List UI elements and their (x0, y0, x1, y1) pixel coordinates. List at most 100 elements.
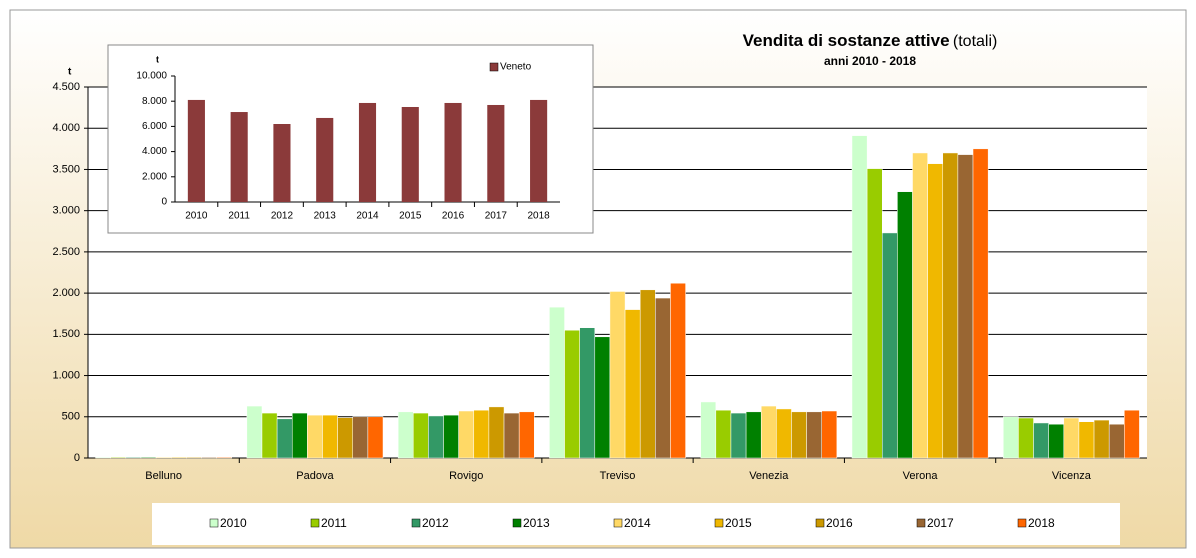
bar (458, 410, 475, 459)
legend-swatch (815, 518, 825, 528)
legend-label: 2018 (1028, 516, 1055, 530)
bar (1124, 409, 1140, 459)
legend-swatch (714, 518, 724, 528)
bar (1033, 422, 1049, 459)
legend-label: 2013 (523, 516, 550, 530)
title-suffix: (totali) (953, 33, 997, 50)
bar (358, 102, 377, 202)
bar (700, 401, 717, 459)
bar (95, 456, 111, 459)
x-tick-label: 2016 (442, 211, 465, 222)
bar (230, 112, 248, 202)
bar (216, 456, 232, 459)
bar (473, 409, 490, 459)
bar (444, 102, 462, 202)
x-tick-label: Padova (296, 470, 334, 482)
bar (291, 412, 308, 459)
bar (1018, 417, 1034, 459)
bar (488, 406, 505, 459)
y-tick-label: 3.500 (52, 163, 80, 175)
legend-label: 2017 (927, 516, 954, 530)
bar (155, 456, 172, 459)
bar (851, 135, 868, 459)
bar (791, 411, 807, 459)
y-tick-label: 0 (74, 452, 80, 464)
y-tick-label: 500 (62, 411, 80, 423)
bar (776, 408, 792, 459)
y-label: t (68, 67, 72, 78)
bar (1093, 419, 1110, 459)
bar (730, 412, 747, 459)
bar (322, 414, 338, 459)
bar (897, 191, 913, 459)
x-tick-label: Vicenza (1052, 470, 1092, 482)
bar (246, 405, 263, 459)
bar (487, 104, 505, 202)
bar (866, 168, 883, 459)
y-label: t (156, 54, 159, 64)
legend-label: 2016 (826, 516, 853, 530)
bar (972, 148, 989, 459)
bar (337, 417, 354, 459)
legend-swatch (916, 518, 926, 528)
x-tick-label: Treviso (600, 470, 636, 482)
bar (579, 327, 596, 459)
bar (639, 289, 656, 459)
bar (316, 117, 334, 202)
subtitle: anni 2010 - 2018 (824, 54, 916, 68)
x-tick-label: 2011 (228, 211, 250, 222)
legend-swatch (310, 518, 320, 528)
y-tick-label: 6.000 (142, 121, 167, 132)
bar (273, 124, 291, 202)
x-tick-label: Belluno (145, 470, 182, 482)
bar (518, 411, 535, 459)
x-tick-label: Verona (903, 470, 939, 482)
bar (912, 152, 928, 459)
bar (170, 456, 187, 459)
legend-label: 2010 (220, 516, 247, 530)
y-tick-label: 2.000 (142, 171, 167, 182)
y-tick-label: 10.000 (136, 71, 167, 82)
bar (806, 411, 822, 459)
bar (276, 418, 293, 459)
x-tick-label: 2012 (271, 211, 294, 222)
bar (957, 154, 974, 459)
bar (1078, 421, 1095, 459)
y-tick-label: 0 (161, 197, 167, 208)
legend-label: 2015 (725, 516, 752, 530)
bar (882, 232, 898, 459)
legend-swatch (489, 62, 499, 72)
bar (1108, 423, 1125, 459)
legend-swatch (1017, 518, 1027, 528)
legend-swatch (613, 518, 623, 528)
x-tick-label: 2014 (356, 211, 379, 222)
inset-box (107, 44, 594, 234)
bar (745, 411, 762, 459)
bar (352, 416, 369, 459)
bar (927, 163, 944, 459)
chart-title: Vendita di sostanze attive (totali) (743, 31, 998, 50)
bar (760, 405, 777, 459)
bar (401, 106, 419, 202)
bar (670, 282, 686, 459)
x-tick-label: Venezia (749, 470, 789, 482)
y-tick-label: 1.000 (52, 369, 80, 381)
legend-label: 2012 (422, 516, 449, 530)
bar (594, 336, 611, 459)
y-tick-label: 4.000 (142, 146, 167, 157)
x-tick-label: 2010 (185, 211, 208, 222)
x-tick-label: Rovigo (449, 470, 483, 482)
bar (186, 456, 202, 459)
y-tick-label: 2.500 (52, 246, 80, 258)
bar (125, 456, 142, 459)
legend-swatch (512, 518, 522, 528)
x-tick-label: 2018 (527, 211, 550, 222)
title: Vendita di sostanze attive (743, 31, 950, 50)
bar (624, 309, 641, 459)
legend-swatch (411, 518, 421, 528)
bar (530, 99, 548, 202)
bar (1003, 416, 1019, 459)
bar (201, 456, 217, 459)
x-tick-label: 2013 (314, 211, 337, 222)
